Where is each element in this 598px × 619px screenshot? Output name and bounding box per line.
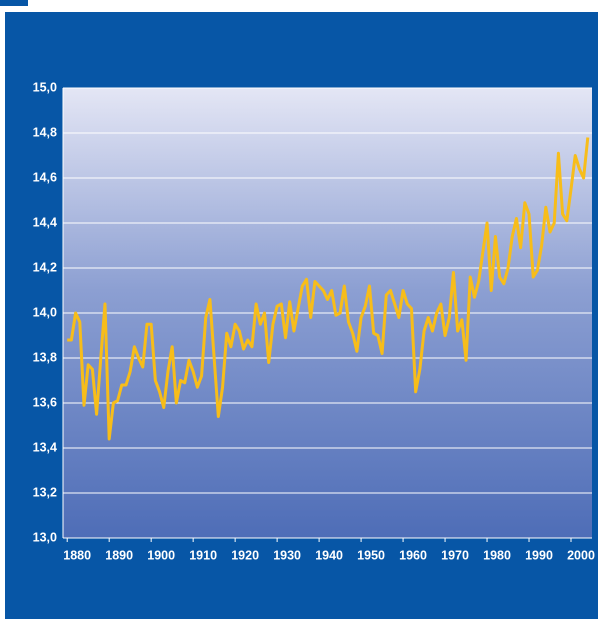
x-tick-label: 1910 [189, 548, 217, 562]
y-tick-label: 13,8 [33, 350, 57, 364]
y-tick-label: 14,4 [33, 215, 57, 229]
y-tick-label: 15,0 [33, 80, 57, 94]
y-tick-label: 14,8 [33, 125, 57, 139]
x-tick-label: 1960 [399, 548, 427, 562]
y-tick-label: 13,6 [33, 395, 57, 409]
y-tick-label: 14,0 [33, 305, 57, 319]
y-tick-label: 13,2 [33, 485, 57, 499]
data-line [67, 137, 590, 441]
x-tick-label: 1980 [483, 548, 511, 562]
x-tick-label: 1900 [147, 548, 175, 562]
x-tick-label: 1880 [63, 548, 91, 562]
y-tick-label: 14,6 [33, 170, 57, 184]
x-tick-label: 1950 [357, 548, 385, 562]
x-tick-label: 1920 [231, 548, 259, 562]
x-tick-label: 1940 [315, 548, 343, 562]
header-fragment [0, 0, 28, 6]
x-tick-label: 1890 [105, 548, 133, 562]
x-tick-label: 1990 [525, 548, 553, 562]
x-tick-label: 1970 [441, 548, 469, 562]
y-tick-label: 14,2 [33, 260, 57, 274]
y-tick-label: 13,0 [33, 530, 57, 544]
x-tick-label: 1930 [273, 548, 301, 562]
y-tick-label: 13,4 [33, 440, 57, 454]
x-tick-label: 2000 [567, 548, 595, 562]
